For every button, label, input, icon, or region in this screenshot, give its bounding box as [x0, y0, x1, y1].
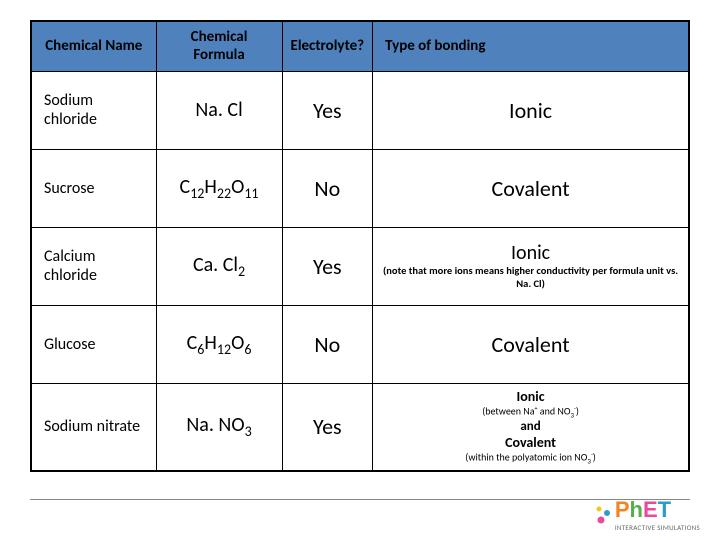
cell-bonding: Ionic	[373, 71, 689, 149]
cell-name: Glucose	[31, 305, 156, 383]
logo-tagline: INTERACTIVE SIMULATIONS	[615, 523, 700, 532]
cell-bonding: Covalent	[373, 305, 689, 383]
cell-formula: Na. Cl	[156, 71, 282, 149]
bonding-main-label: Ionic	[377, 241, 684, 265]
cell-name: Sucrose	[31, 149, 156, 227]
table-row: Glucose C6H12O6 No Covalent	[31, 305, 689, 383]
cell-bonding: Covalent	[373, 149, 689, 227]
logo-text: PhET	[615, 497, 700, 523]
table-row: Calcium chloride Ca. Cl2 Yes Ionic (note…	[31, 227, 689, 305]
bonding-top: Ionic	[377, 388, 684, 405]
cell-formula: Ca. Cl2	[156, 227, 282, 305]
cell-formula: Na. NO3	[156, 383, 282, 471]
cell-electrolyte: No	[282, 305, 373, 383]
cell-bonding: Ionic (between Na+ and NO3-) and Covalen…	[373, 383, 689, 471]
logo-icon	[595, 505, 611, 525]
chemistry-table: Chemical Name Chemical Formula Electroly…	[30, 20, 690, 472]
table-row: Sodium chloride Na. Cl Yes Ionic	[31, 71, 689, 149]
logo-text-block: PhET INTERACTIVE SIMULATIONS	[615, 497, 700, 532]
bonding-note: (note that more ions means higher conduc…	[377, 265, 684, 290]
bonding-note: (within the polyatomic ion NO3-)	[377, 451, 684, 466]
footer-divider	[30, 499, 690, 500]
phet-logo: PhET INTERACTIVE SIMULATIONS	[595, 497, 700, 532]
table-row: Sodium nitrate Na. NO3 Yes Ionic (betwee…	[31, 383, 689, 471]
header-chemical-name: Chemical Name	[31, 21, 156, 71]
cell-formula: C6H12O6	[156, 305, 282, 383]
cell-formula: C12H22O11	[156, 149, 282, 227]
table-row: Sucrose C12H22O11 No Covalent	[31, 149, 689, 227]
header-row: Chemical Name Chemical Formula Electroly…	[31, 21, 689, 71]
cell-name: Sodium nitrate	[31, 383, 156, 471]
cell-electrolyte: No	[282, 149, 373, 227]
bonding-bottom: Covalent	[377, 434, 684, 451]
cell-electrolyte: Yes	[282, 383, 373, 471]
bonding-note: (between Na+ and NO3-)	[377, 405, 684, 420]
table-container: Chemical Name Chemical Formula Electroly…	[0, 0, 720, 482]
bonding-and: and	[377, 419, 684, 434]
cell-name: Calcium chloride	[31, 227, 156, 305]
cell-electrolyte: Yes	[282, 227, 373, 305]
cell-electrolyte: Yes	[282, 71, 373, 149]
header-electrolyte: Electrolyte?	[282, 21, 373, 71]
cell-bonding: Ionic (note that more ions means higher …	[373, 227, 689, 305]
header-chemical-formula: Chemical Formula	[156, 21, 282, 71]
header-bonding: Type of bonding	[373, 21, 689, 71]
cell-name: Sodium chloride	[31, 71, 156, 149]
